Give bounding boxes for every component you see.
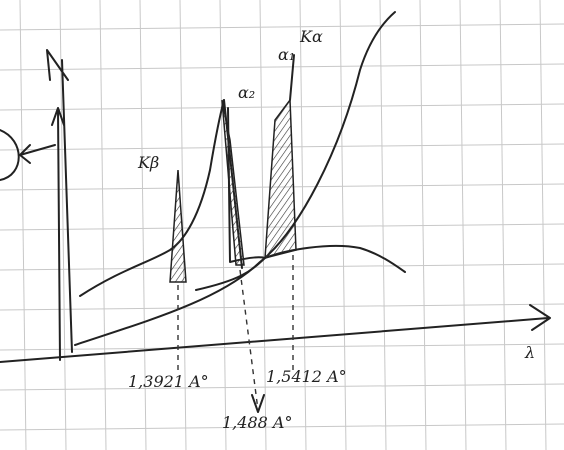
k-beta-label: Kβ (137, 153, 159, 172)
edge-wavelength: 1,488 A° (222, 413, 292, 432)
sketch: Kα α₁ α₂ Kβ λ 1,3921 A° 1,5412 A° 1,488 … (0, 0, 564, 450)
lambda-label: λ (524, 343, 535, 362)
alpha1-label: α₁ (278, 45, 295, 64)
alpha2-label: α₂ (238, 83, 255, 102)
k-alpha-wavelength: 1,5412 A° (266, 367, 347, 386)
k-alpha-label: Kα (299, 27, 323, 46)
k-beta-wavelength: 1,3921 A° (128, 372, 209, 391)
